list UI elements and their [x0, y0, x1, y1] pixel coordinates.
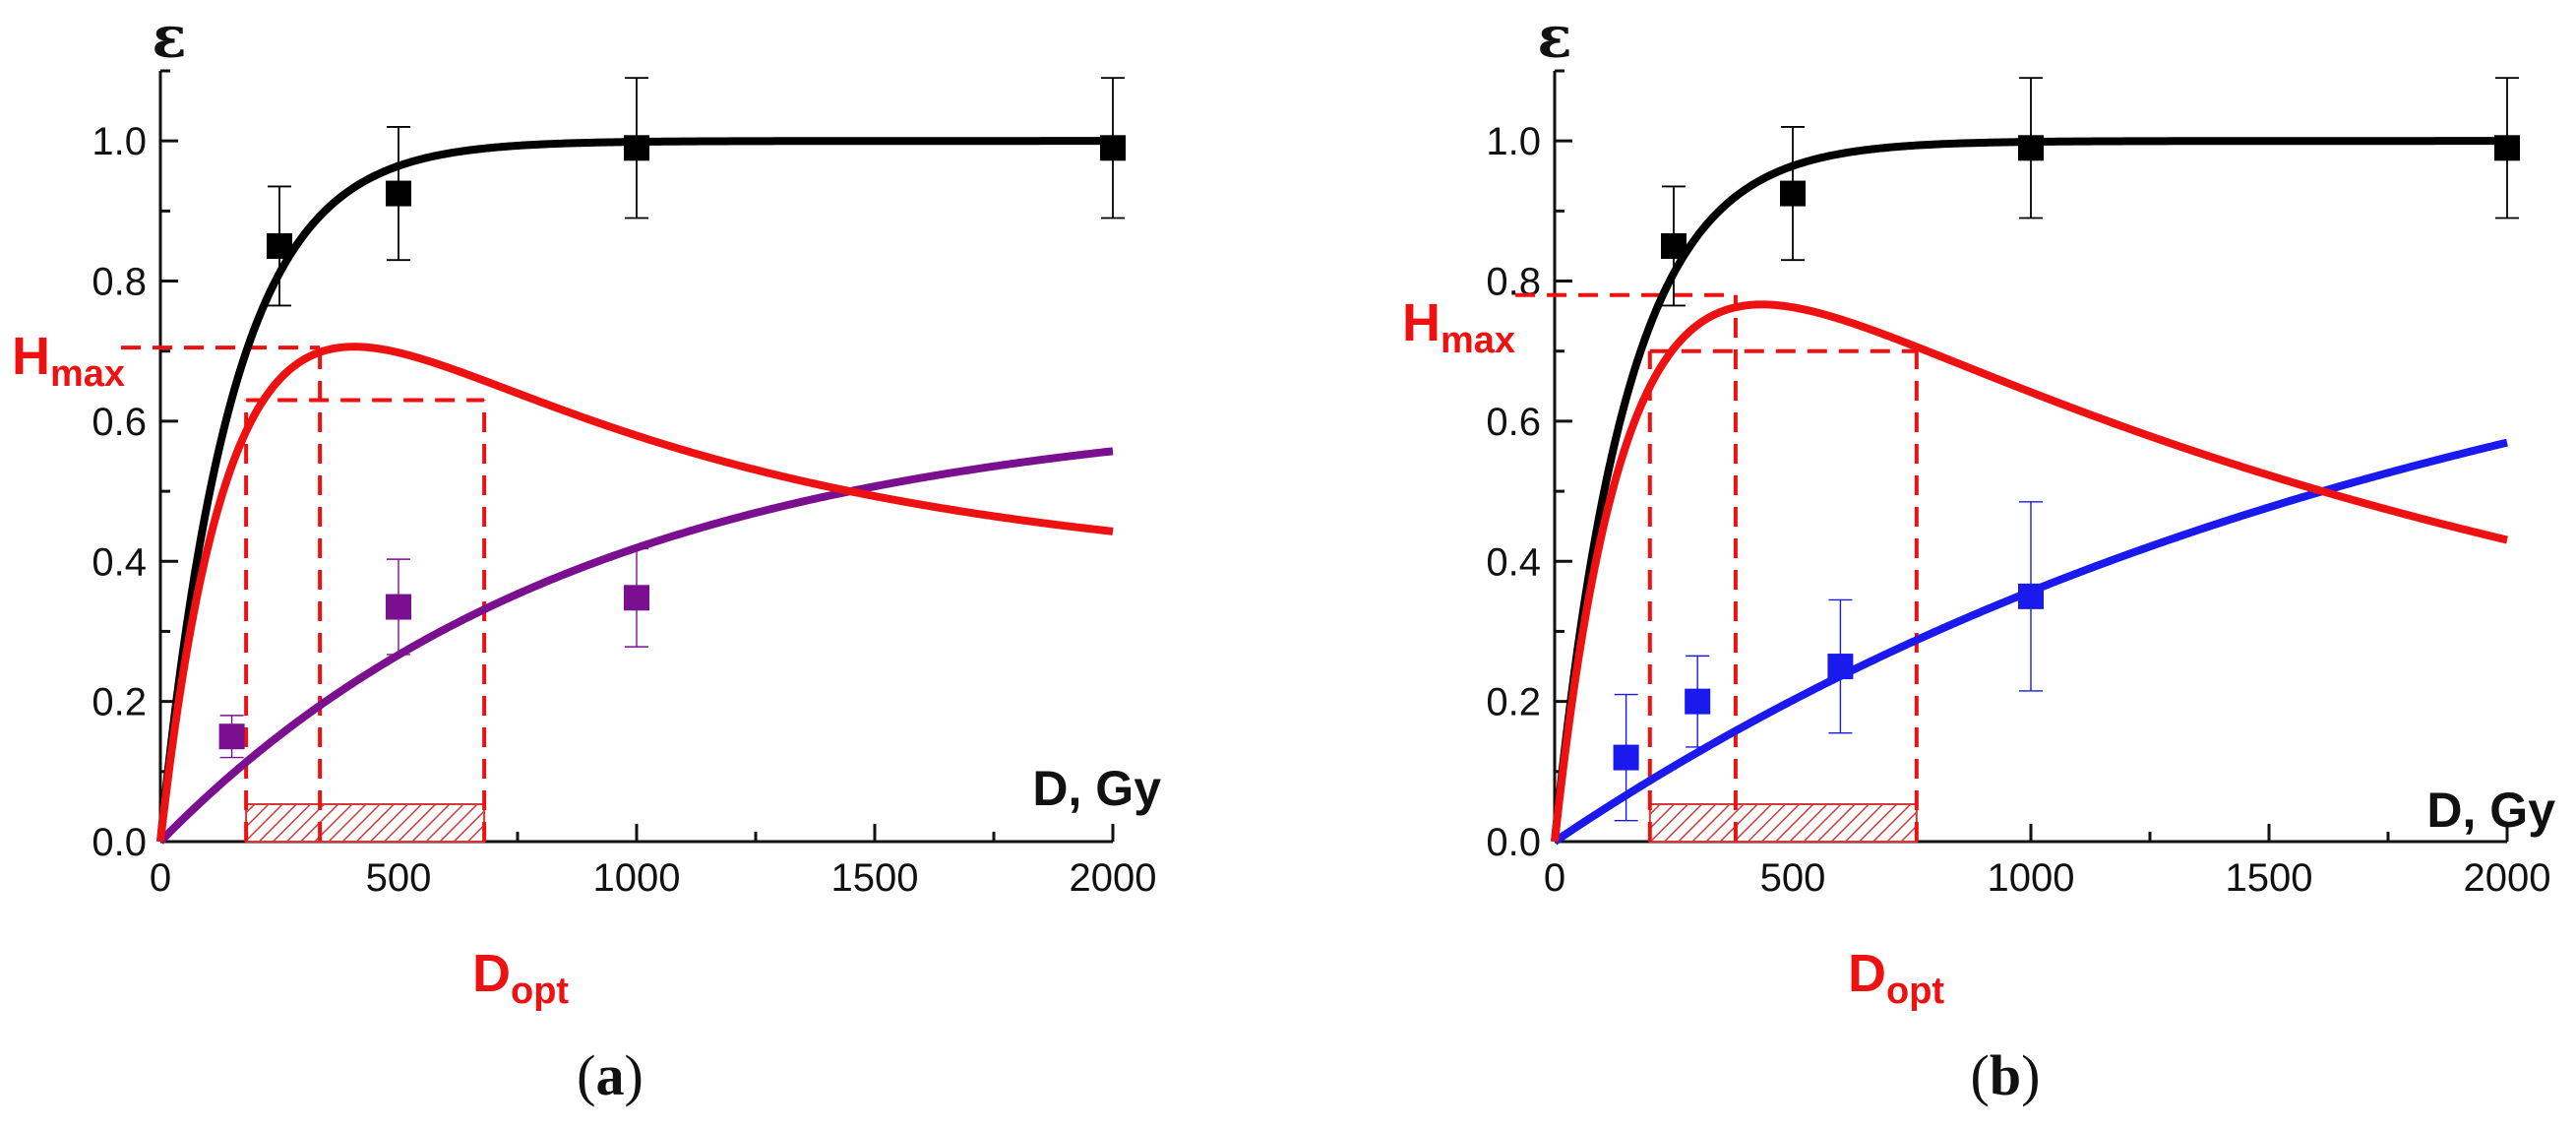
x-tick-label: 1500 — [831, 856, 919, 900]
data-point-blue — [1827, 654, 1854, 680]
data-point-purple — [624, 585, 649, 611]
y-tick-label: 0.8 — [92, 261, 147, 304]
x-axis-label: D, Gy — [1032, 761, 1161, 816]
y-tick-label: 0.6 — [1486, 401, 1541, 444]
data-point-black — [1661, 232, 1687, 259]
panel-label-a: (a) — [577, 1043, 644, 1107]
y-axis-symbol: ε — [1537, 4, 1571, 71]
y-axis-symbol: ε — [152, 4, 186, 71]
x-tick-label: 500 — [366, 856, 432, 900]
y-tick-label: 0.0 — [92, 821, 147, 864]
panel-label-b: (b) — [1971, 1043, 2041, 1107]
dopt-label: Dopt — [472, 944, 569, 1012]
y-tick-label: 0.6 — [92, 401, 147, 444]
curve-red — [156, 343, 1115, 843]
data-point-black — [1780, 180, 1806, 207]
x-tick-label: 0 — [1544, 856, 1565, 900]
hmax-label: Hmax — [12, 327, 125, 395]
data-point-black — [624, 135, 649, 161]
panel-a: 0 500 1000 1500 2000 0.0 0.2 0.4 0.6 0.8 1.0 ε D, Gy… — [12, 4, 1161, 1012]
data-point-black — [1100, 135, 1126, 161]
x-tick-label: 2000 — [2464, 856, 2551, 900]
curve-red — [1551, 300, 2509, 843]
data-point-purple — [218, 723, 245, 750]
y-tick-label: 1.0 — [92, 120, 147, 163]
data-point-blue — [1685, 688, 1711, 715]
hmax-label: Hmax — [1402, 293, 1515, 361]
x-tick-label: 500 — [1760, 856, 1826, 900]
data-point-purple — [386, 594, 411, 620]
data-point-black — [2018, 135, 2044, 161]
data-point-black — [386, 180, 411, 207]
data-point-black — [267, 232, 292, 259]
x-axis-label: D, Gy — [2426, 783, 2555, 838]
panel-b: 0 500 1000 1500 2000 0.0 0.2 0.4 0.6 0.8 1.0 ε D, Gy… — [1402, 4, 2555, 1012]
dopt-hatched-band — [245, 803, 486, 843]
curve-purple — [157, 447, 1115, 845]
x-tick-label: 0 — [150, 856, 171, 900]
y-tick-label: 1.0 — [1486, 120, 1541, 163]
y-tick-label: 0.2 — [1486, 681, 1541, 724]
y-tick-label: 0.0 — [1486, 821, 1541, 864]
data-point-blue — [1613, 744, 1639, 771]
data-point-blue — [2018, 583, 2044, 609]
x-tick-label: 1500 — [2226, 856, 2313, 900]
x-tick-label: 1000 — [593, 856, 681, 900]
y-tick-label: 0.2 — [92, 681, 147, 724]
x-tick-label: 2000 — [1070, 856, 1157, 900]
dopt-hatched-band — [1648, 803, 1918, 843]
y-tick-label: 0.4 — [92, 540, 147, 584]
curve-black — [156, 137, 1115, 843]
y-tick-label: 0.4 — [1486, 540, 1541, 584]
dopt-label: Dopt — [1848, 944, 1944, 1012]
data-point-black — [2494, 135, 2520, 161]
x-tick-label: 1000 — [1988, 856, 2075, 900]
y-tick-label: 0.8 — [1486, 261, 1541, 304]
